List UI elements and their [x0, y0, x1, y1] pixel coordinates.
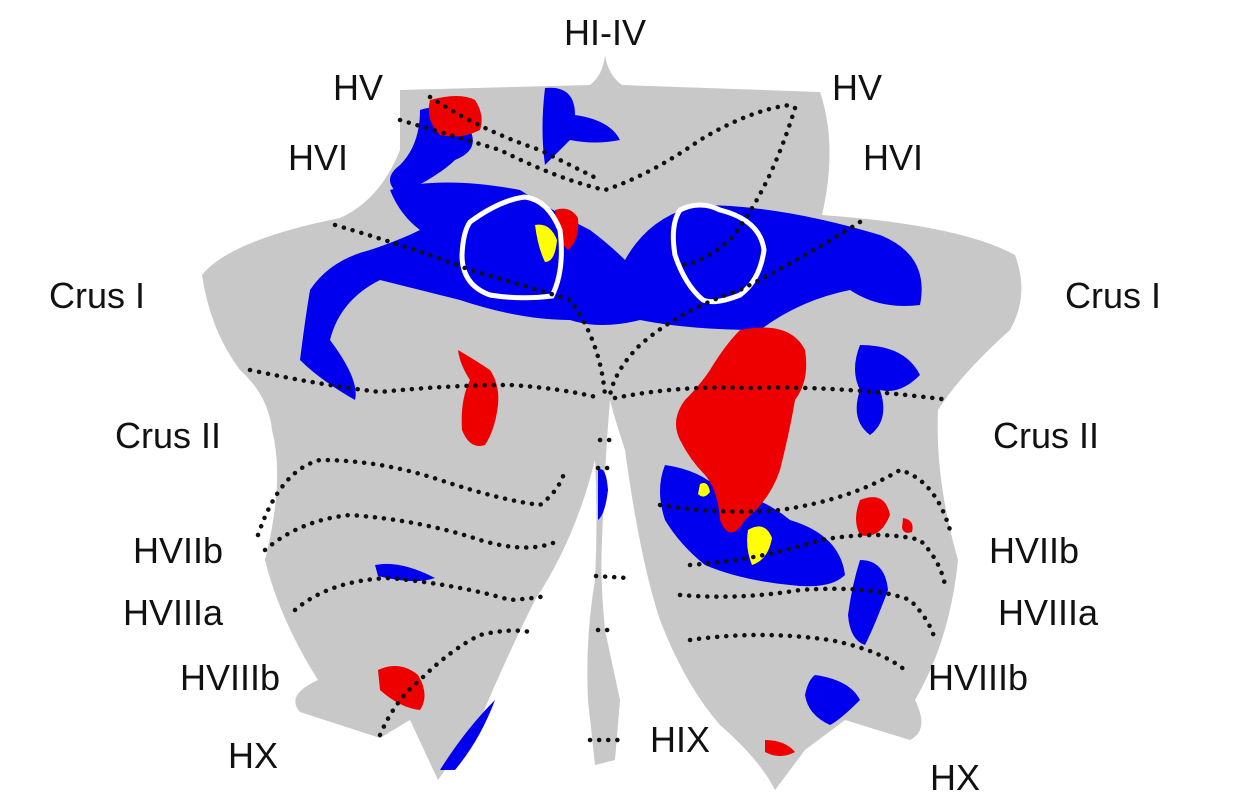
label-crus1-right: Crus I	[1065, 275, 1161, 316]
label-hix: HIX	[650, 719, 710, 760]
label-hv-left: HV	[333, 67, 383, 108]
label-hvi-left: HVI	[288, 137, 348, 178]
blue-region-right-crus	[855, 345, 920, 435]
label-hviiib-right: HVIIIb	[928, 657, 1028, 698]
label-hv-right: HV	[832, 67, 882, 108]
label-hi-iv: HI-IV	[564, 12, 646, 53]
roi-outline-right	[670, 202, 767, 305]
label-hviib-right: HVIIb	[989, 530, 1079, 571]
boundary-hviiia-right	[677, 586, 938, 643]
boundary-hviiib-left	[377, 628, 533, 738]
red-region-left-crus2	[458, 350, 499, 446]
label-hx-right: HX	[930, 757, 980, 798]
lobule-labels: HI-IV HV HV HVI HVI Crus I Crus I Crus I…	[49, 12, 1161, 798]
red-region-right-hx	[765, 740, 795, 756]
label-hviiia-left: HVIIIa	[123, 592, 224, 633]
blue-region-upper-band	[300, 182, 922, 400]
boundary-midline-3	[593, 573, 631, 581]
boundary-hviiia-left	[292, 575, 551, 613]
label-crus2-left: Crus II	[115, 415, 221, 456]
label-hviiib-left: HVIIIb	[180, 657, 280, 698]
red-activation-regions	[378, 96, 913, 756]
blue-region-right-lower	[848, 560, 888, 645]
red-region-right-hviib-small	[902, 518, 913, 533]
red-region-top-left	[428, 96, 482, 137]
blue-region-left-hx	[440, 700, 495, 770]
boundary-crus2-left	[247, 367, 603, 401]
label-crus2-right: Crus II	[993, 415, 1099, 456]
boundary-hv-left	[427, 94, 603, 183]
label-hx-left: HX	[228, 735, 278, 776]
lobule-boundaries	[247, 94, 953, 743]
label-crus1-left: Crus I	[49, 275, 145, 316]
label-hviiia-right: HVIIIa	[998, 592, 1099, 633]
red-region-right-large	[676, 327, 807, 533]
blue-region-top-center	[542, 87, 620, 165]
yellow-region-upper	[535, 224, 557, 262]
yellow-region-right-small	[698, 483, 710, 497]
red-region-left-hviiib	[378, 666, 425, 710]
boundary-crus2-right	[612, 385, 953, 403]
boundary-hviib-left-top	[255, 457, 568, 538]
blue-region-left-hviiia	[375, 563, 435, 582]
boundary-hviib-right-top	[657, 467, 953, 533]
boundary-hv-top	[397, 102, 793, 193]
label-hviib-left: HVIIb	[133, 530, 223, 571]
blue-region-midline-strip	[598, 469, 608, 520]
blue-region-right-bottom	[805, 675, 860, 725]
label-hvi-right: HVI	[863, 137, 923, 178]
red-region-right-hviib	[856, 497, 890, 536]
boundary-crus1-left	[332, 222, 608, 398]
boundary-hviiib-right	[687, 632, 908, 673]
